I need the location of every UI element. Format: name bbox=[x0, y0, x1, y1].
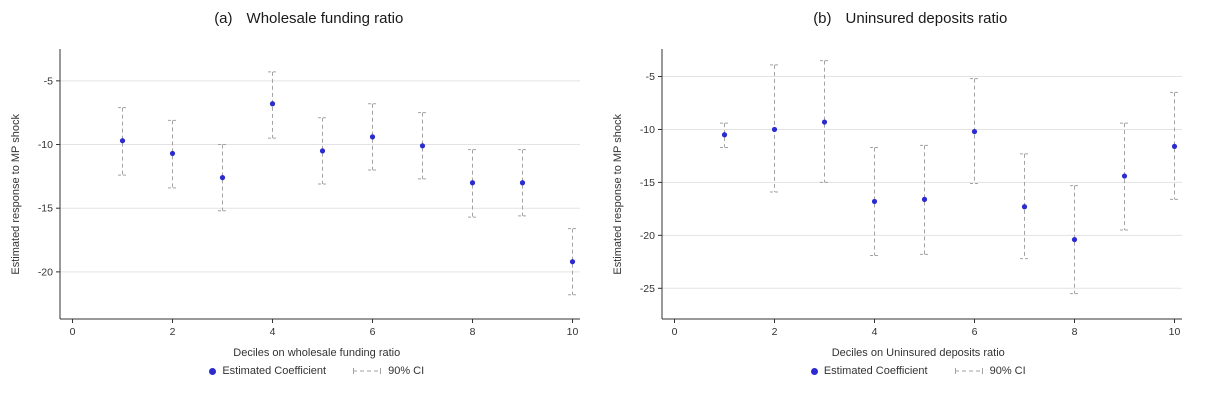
ci-bar bbox=[1169, 91, 1179, 200]
panel-a-y-axis-label: Estimated response to MP shock bbox=[10, 113, 22, 275]
ci-bar bbox=[919, 144, 929, 255]
legend-coefficient-label: Estimated Coefficient bbox=[823, 365, 928, 377]
panel-a-legend: Estimated Coefficient 90% CI bbox=[24, 365, 610, 377]
x-tick-label: 2 bbox=[771, 326, 777, 338]
ci-bar bbox=[268, 71, 277, 139]
ci-marker-icon bbox=[353, 368, 382, 374]
coefficient-point bbox=[1121, 173, 1127, 179]
coefficient-point bbox=[369, 134, 376, 140]
legend-ci-label: 90% CI bbox=[388, 365, 425, 377]
panel-b-legend: Estimated Coefficient 90% CI bbox=[626, 365, 1212, 377]
panel-a-title-text: Wholesale funding ratio bbox=[246, 10, 404, 27]
panel-a-plot-row: Estimated response to MP shock -5 -10 -15-… bbox=[8, 43, 610, 345]
coefficient-point bbox=[721, 132, 727, 138]
y-tick-label: -5 bbox=[645, 71, 654, 83]
legend-item-coefficient: Estimated Coefficient bbox=[209, 365, 326, 377]
coefficient-point bbox=[569, 259, 576, 265]
y-tick-label: -15 bbox=[639, 177, 654, 189]
y-tick-label: -15 bbox=[38, 203, 53, 215]
coefficient-point bbox=[519, 180, 526, 186]
y-tick-label: -25 bbox=[639, 283, 654, 295]
coefficient-point bbox=[119, 138, 126, 144]
panel-b-title: (b) Uninsured deposits ratio bbox=[610, 10, 1212, 27]
legend-item-coefficient: Estimated Coefficient bbox=[810, 365, 928, 377]
panel-b-x-axis-label: Deciles on Uninsured deposits ratio bbox=[831, 347, 1005, 359]
y-tick-label: -10 bbox=[639, 124, 654, 136]
coefficient-point bbox=[921, 196, 927, 202]
panel-a-label: (a) bbox=[214, 10, 233, 27]
x-tick-label: 10 bbox=[1168, 326, 1180, 338]
ci-bar bbox=[819, 60, 829, 183]
ci-bar bbox=[418, 112, 427, 180]
x-tick-label: 0 bbox=[70, 326, 76, 338]
ci-bar bbox=[568, 228, 577, 296]
y-tick-label: -5 bbox=[44, 75, 53, 87]
ci-marker-icon bbox=[954, 368, 983, 374]
ci-bar bbox=[1069, 185, 1079, 295]
coefficient-point bbox=[419, 143, 426, 149]
ci-bar bbox=[468, 149, 477, 218]
coefficient-point bbox=[971, 128, 977, 135]
panel-a-x-axis-label: Deciles on wholesale funding ratio bbox=[233, 347, 401, 359]
coefficient-point bbox=[1171, 143, 1177, 150]
x-tick-label: 4 bbox=[270, 326, 276, 338]
x-tick-label: 10 bbox=[567, 326, 579, 338]
panel-a-chart: -5 -10 -15 -20 0 2 4 6 8 10 bbox=[38, 49, 580, 338]
panel-b-title-text: Uninsured deposits ratio bbox=[845, 10, 1008, 27]
ci-bar bbox=[168, 119, 177, 189]
coefficient-point bbox=[469, 180, 476, 186]
ci-bar bbox=[118, 107, 127, 176]
x-tick-label: 0 bbox=[671, 326, 677, 338]
y-tick-label: -20 bbox=[639, 230, 654, 242]
ci-bar bbox=[218, 144, 227, 212]
ci-bar bbox=[719, 122, 729, 148]
ci-bar bbox=[1119, 122, 1129, 231]
legend-item-ci: 90% CI bbox=[352, 365, 424, 377]
panel-a-title: (a) Wholesale funding ratio bbox=[8, 10, 610, 27]
legend-ci-label: 90% CI bbox=[989, 365, 1026, 377]
panel-b: (b) Uninsured deposits ratio Estimated re… bbox=[610, 4, 1212, 420]
coefficient-point bbox=[1021, 204, 1027, 210]
coefficient-point bbox=[169, 150, 176, 157]
x-tick-label: 6 bbox=[370, 326, 376, 338]
panel-a: (a) Wholesale funding ratio Estimated res… bbox=[8, 4, 610, 420]
coefficient-point bbox=[871, 198, 877, 205]
coefficient-point bbox=[821, 119, 827, 125]
y-tick-label: -20 bbox=[38, 266, 53, 278]
x-tick-label: 2 bbox=[170, 326, 176, 338]
legend-coefficient-label: Estimated Coefficient bbox=[222, 365, 327, 377]
ci-bar bbox=[869, 146, 879, 256]
x-tick-label: 4 bbox=[871, 326, 877, 338]
legend-item-ci: 90% CI bbox=[954, 365, 1026, 377]
panel-b-label: (b) bbox=[813, 10, 832, 27]
coefficient-point bbox=[269, 101, 276, 107]
y-tick-label: -10 bbox=[38, 139, 53, 151]
coefficient-point bbox=[771, 126, 777, 133]
panel-b-y-axis-label: Estimated response to MP shock bbox=[611, 113, 624, 275]
panel-b-plot-row: Estimated response to MP shock -5 -10 -15-… bbox=[610, 43, 1212, 345]
x-tick-label: 8 bbox=[1071, 326, 1077, 338]
ci-bar bbox=[368, 103, 377, 171]
ci-bar bbox=[318, 117, 327, 185]
coefficient-dot-icon bbox=[810, 367, 818, 375]
ci-bar bbox=[518, 149, 527, 217]
panel-b-chart: -5 -10 -15 -20 -25 0 2 4 6 8 10 bbox=[639, 49, 1182, 338]
coefficient-point bbox=[1071, 236, 1077, 243]
coefficient-point bbox=[219, 175, 226, 181]
x-tick-label: 6 bbox=[971, 326, 977, 338]
coefficient-point bbox=[319, 148, 326, 154]
x-tick-label: 8 bbox=[470, 326, 476, 338]
coefficient-dot-icon bbox=[209, 367, 217, 375]
